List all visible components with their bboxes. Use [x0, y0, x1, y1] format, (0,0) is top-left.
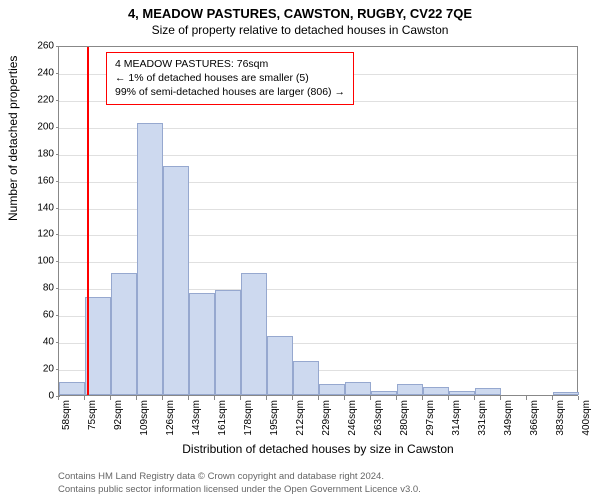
histogram-bar [345, 382, 371, 395]
title-sub: Size of property relative to detached ho… [0, 23, 600, 37]
histogram-bar [423, 387, 449, 395]
histogram-bar [163, 166, 189, 395]
y-tick-label: 120 [14, 229, 54, 240]
x-tick-label: 212sqm [295, 400, 306, 436]
x-tick-mark [474, 396, 475, 400]
x-tick-mark [266, 396, 267, 400]
histogram-bar [267, 336, 293, 395]
x-tick-mark [162, 396, 163, 400]
x-tick-label: 75sqm [87, 400, 98, 430]
x-tick-mark [318, 396, 319, 400]
x-tick-mark [344, 396, 345, 400]
x-tick-mark [58, 396, 59, 400]
x-tick-mark [292, 396, 293, 400]
x-tick-mark [214, 396, 215, 400]
info-line-2: ← 1% of detached houses are smaller (5) [115, 71, 345, 85]
x-tick-mark [396, 396, 397, 400]
x-tick-label: 143sqm [191, 400, 202, 436]
y-tick-label: 240 [14, 67, 54, 78]
x-tick-label: 400sqm [581, 400, 592, 436]
x-tick-label: 126sqm [165, 400, 176, 436]
x-tick-label: 297sqm [425, 400, 436, 436]
histogram-bar [241, 273, 267, 396]
y-tick-label: 200 [14, 121, 54, 132]
histogram-bar [137, 123, 163, 395]
y-tick-label: 20 [14, 364, 54, 375]
y-tick-label: 260 [14, 41, 54, 52]
y-tick-label: 80 [14, 283, 54, 294]
x-tick-label: 366sqm [529, 400, 540, 436]
x-tick-mark [370, 396, 371, 400]
info-line-3: 99% of semi-detached houses are larger (… [115, 85, 345, 99]
x-tick-label: 92sqm [113, 400, 124, 430]
x-tick-label: 314sqm [451, 400, 462, 436]
x-axis: Distribution of detached houses by size … [58, 396, 578, 456]
x-tick-label: 383sqm [555, 400, 566, 436]
y-tick-label: 180 [14, 148, 54, 159]
y-tick-label: 60 [14, 310, 54, 321]
x-tick-mark [240, 396, 241, 400]
histogram-bar [553, 392, 579, 395]
footer-attribution: Contains HM Land Registry data © Crown c… [58, 471, 421, 496]
x-tick-mark [578, 396, 579, 400]
histogram-bar [475, 388, 501, 395]
y-tick-label: 40 [14, 337, 54, 348]
x-tick-label: 331sqm [477, 400, 488, 436]
property-marker-line [87, 47, 89, 395]
histogram-bar [293, 361, 319, 395]
y-tick-label: 160 [14, 175, 54, 186]
x-tick-label: 109sqm [139, 400, 150, 436]
histogram-bar [111, 273, 137, 396]
histogram-bar [319, 384, 345, 395]
x-axis-label: Distribution of detached houses by size … [58, 442, 578, 456]
x-tick-label: 178sqm [243, 400, 254, 436]
x-tick-mark [448, 396, 449, 400]
x-tick-label: 229sqm [321, 400, 332, 436]
x-tick-mark [84, 396, 85, 400]
footer-line-1: Contains HM Land Registry data © Crown c… [58, 471, 421, 483]
y-axis: 020406080100120140160180200220240260 [0, 46, 56, 396]
marker-info-box: 4 MEADOW PASTURES: 76sqm ← 1% of detache… [106, 52, 354, 105]
title-block: 4, MEADOW PASTURES, CAWSTON, RUGBY, CV22… [0, 0, 600, 37]
x-tick-label: 349sqm [503, 400, 514, 436]
y-tick-label: 220 [14, 94, 54, 105]
x-tick-label: 58sqm [61, 400, 72, 430]
histogram-bar [371, 391, 397, 395]
histogram-bar [215, 290, 241, 395]
info-line-1: 4 MEADOW PASTURES: 76sqm [115, 57, 345, 71]
x-tick-mark [500, 396, 501, 400]
x-tick-label: 280sqm [399, 400, 410, 436]
x-tick-label: 263sqm [373, 400, 384, 436]
y-tick-label: 100 [14, 256, 54, 267]
x-tick-mark [188, 396, 189, 400]
histogram-bar [59, 382, 85, 395]
x-tick-mark [110, 396, 111, 400]
histogram-bar [189, 293, 215, 395]
x-tick-mark [136, 396, 137, 400]
x-tick-mark [422, 396, 423, 400]
x-tick-label: 246sqm [347, 400, 358, 436]
footer-line-2: Contains public sector information licen… [58, 484, 421, 496]
x-tick-label: 161sqm [217, 400, 228, 436]
histogram-bar [397, 384, 423, 395]
x-tick-mark [526, 396, 527, 400]
histogram-bar [85, 297, 111, 395]
x-tick-label: 195sqm [269, 400, 280, 436]
title-main: 4, MEADOW PASTURES, CAWSTON, RUGBY, CV22… [0, 6, 600, 21]
histogram-bar [449, 391, 475, 395]
y-tick-label: 0 [14, 391, 54, 402]
x-tick-mark [552, 396, 553, 400]
y-tick-label: 140 [14, 202, 54, 213]
